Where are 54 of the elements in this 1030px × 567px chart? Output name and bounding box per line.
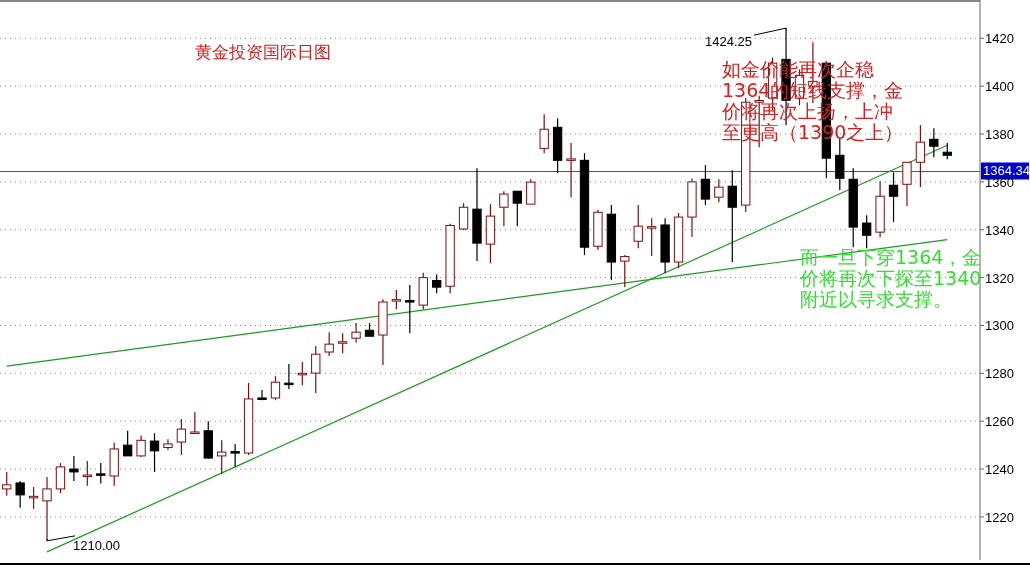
y-tick-label: 1300 — [985, 318, 1014, 334]
candlestick — [163, 438, 173, 451]
candlestick — [55, 462, 66, 494]
candlestick — [700, 164, 711, 206]
candlestick — [539, 113, 549, 154]
candlestick — [714, 178, 724, 203]
y-tick-label: 1400 — [985, 79, 1014, 95]
candlestick — [727, 169, 737, 263]
candlestick — [337, 332, 348, 354]
ref-line-label: 1364.34 — [983, 163, 1030, 179]
candlestick — [69, 455, 79, 482]
y-tick-label: 1220 — [985, 509, 1014, 525]
annotation: 1210.00 — [73, 537, 121, 553]
y-tick-label: 1320 — [985, 270, 1014, 286]
candlestick — [324, 331, 334, 357]
candlestick — [96, 462, 106, 485]
y-tick-label: 1380 — [985, 127, 1014, 143]
candlestick — [391, 289, 402, 310]
text: 黄金投资国际日图 — [195, 43, 331, 62]
candlestick — [915, 124, 926, 188]
candlestick — [888, 171, 899, 223]
candlestick — [15, 480, 25, 509]
candlestick — [526, 178, 536, 205]
candlestick — [902, 161, 912, 207]
candlestick — [190, 411, 200, 434]
y-tick-label: 1260 — [985, 414, 1014, 430]
candlestick — [432, 273, 442, 294]
candlestick — [351, 322, 361, 344]
candlestick — [647, 217, 657, 257]
y-tick-label: 1280 — [985, 366, 1014, 382]
candlestick — [862, 214, 872, 249]
candlestick — [620, 254, 630, 288]
candlestick — [270, 375, 281, 401]
candlestick — [566, 142, 576, 198]
candlestick — [122, 430, 133, 457]
candlestick — [230, 443, 240, 468]
candlestick — [633, 204, 643, 249]
candlestick — [499, 190, 509, 227]
candlestick — [82, 460, 92, 487]
candlestick — [405, 284, 415, 334]
candlestick — [458, 202, 469, 231]
candlestick — [284, 363, 294, 390]
annotation: 1424.25 — [705, 34, 753, 50]
candlestick — [929, 127, 939, 158]
y-tick-label: 1340 — [985, 222, 1014, 238]
candlestick — [42, 476, 52, 542]
candlestick — [311, 345, 321, 394]
y-tick-label: 1420 — [985, 31, 1014, 47]
candlestick — [176, 418, 187, 456]
candlestick — [149, 432, 160, 473]
candlestick — [257, 389, 267, 401]
candlestick — [512, 190, 522, 227]
candlestick — [217, 439, 227, 475]
y-tick-label: 1240 — [985, 462, 1014, 478]
